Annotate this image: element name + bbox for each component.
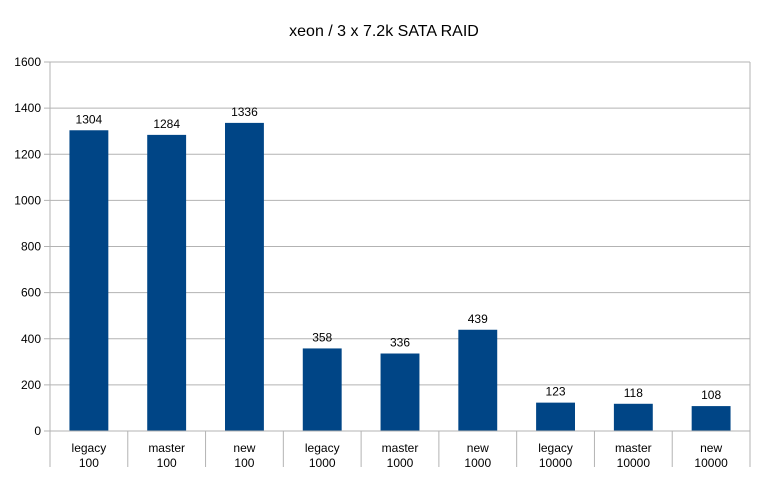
- x-tick-label: 100: [234, 456, 254, 470]
- data-label: 108: [701, 388, 721, 402]
- bar: [380, 353, 420, 431]
- bar: [536, 402, 575, 431]
- x-tick-label: legacy: [305, 441, 340, 455]
- y-tick-label: 600: [21, 286, 41, 300]
- x-axis: legacy100master100new100legacy1000master…: [49, 430, 751, 470]
- x-tick-label: 1000: [309, 456, 336, 470]
- x-tick-label: new: [467, 441, 489, 455]
- bar: [613, 403, 653, 431]
- bar: [302, 348, 342, 431]
- y-tick-label: 1600: [14, 55, 41, 69]
- y-tick-label: 1000: [14, 193, 41, 207]
- x-tick-label: 100: [157, 456, 177, 470]
- y-axis: 0 200 400 600 800 1000 1200 1400 1600: [14, 55, 51, 438]
- bars: 1304 1284 1336 358 336 439 123 118 108: [69, 105, 731, 431]
- x-tick-label: master: [382, 441, 419, 455]
- data-label: 118: [624, 386, 643, 400]
- y-tick-label: 0: [34, 424, 41, 438]
- y-tick-label: 1400: [14, 101, 41, 115]
- x-tick-label: 10000: [694, 456, 728, 470]
- data-label: 123: [546, 385, 566, 399]
- y-tick-label: 200: [21, 378, 41, 392]
- x-tick-label: master: [615, 441, 652, 455]
- bar: [69, 130, 109, 431]
- x-tick-label: new: [233, 441, 255, 455]
- data-label: 1336: [231, 105, 258, 119]
- data-label: 1304: [76, 112, 103, 126]
- data-label: 1284: [153, 117, 180, 131]
- y-tick-label: 1200: [14, 147, 41, 161]
- data-label: 358: [312, 330, 332, 344]
- bar: [691, 406, 731, 431]
- x-tick-label: legacy: [72, 441, 107, 455]
- x-tick-label: master: [148, 441, 185, 455]
- x-tick-label: 100: [79, 456, 99, 470]
- bar: [147, 134, 187, 431]
- x-tick-label: 10000: [539, 456, 573, 470]
- data-label: 336: [390, 336, 410, 350]
- bar: [458, 329, 498, 431]
- y-tick-label: 800: [21, 240, 41, 254]
- data-label: 439: [468, 312, 488, 326]
- x-tick-label: 1000: [464, 456, 491, 470]
- bar: [225, 122, 264, 431]
- chart-title: xeon / 3 x 7.2k SATA RAID: [289, 23, 479, 40]
- x-tick-label: 10000: [617, 456, 651, 470]
- x-tick-label: legacy: [538, 441, 573, 455]
- x-tick-label: new: [700, 441, 722, 455]
- y-tick-label: 400: [21, 332, 41, 346]
- x-tick-label: 1000: [387, 456, 414, 470]
